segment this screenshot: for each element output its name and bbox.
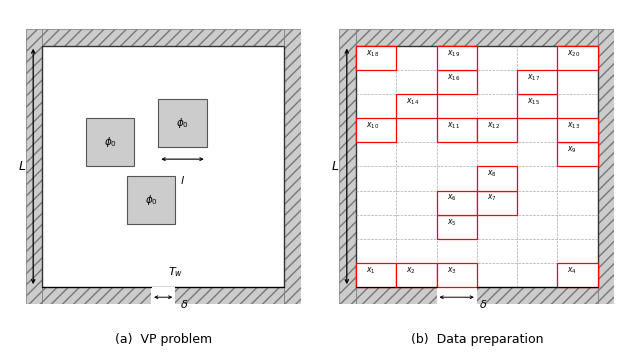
- Bar: [158, 99, 207, 147]
- Bar: [557, 46, 598, 70]
- Text: $x_{16}$: $x_{16}$: [447, 72, 460, 83]
- Bar: [396, 263, 436, 287]
- Bar: [436, 46, 477, 70]
- Bar: [436, 263, 477, 287]
- Bar: [356, 46, 598, 287]
- Text: $x_{13}$: $x_{13}$: [567, 121, 580, 131]
- Text: $x_{17}$: $x_{17}$: [527, 72, 540, 83]
- Bar: [356, 29, 598, 46]
- Text: $\phi_0$: $\phi_0$: [145, 193, 157, 207]
- Bar: [26, 29, 42, 304]
- Bar: [356, 118, 396, 142]
- Text: $\delta$: $\delta$: [479, 298, 488, 310]
- Bar: [477, 166, 517, 190]
- Bar: [42, 46, 284, 287]
- Text: $x_{6}$: $x_{6}$: [447, 193, 456, 204]
- Bar: [517, 70, 557, 94]
- Text: $x_{18}$: $x_{18}$: [366, 48, 380, 59]
- Text: $x_{10}$: $x_{10}$: [366, 121, 380, 131]
- Bar: [86, 118, 134, 166]
- Bar: [151, 287, 175, 304]
- Text: $x_{19}$: $x_{19}$: [447, 48, 460, 59]
- Text: $x_{20}$: $x_{20}$: [567, 48, 580, 59]
- Text: $x_{8}$: $x_{8}$: [487, 169, 497, 179]
- Bar: [436, 118, 477, 142]
- Text: $T_w$: $T_w$: [168, 265, 183, 279]
- Bar: [517, 94, 557, 118]
- Bar: [477, 190, 517, 215]
- Text: $x_{2}$: $x_{2}$: [406, 266, 416, 276]
- Bar: [436, 287, 477, 304]
- Text: (a)  VP problem: (a) VP problem: [115, 333, 212, 346]
- Text: Figure 1. Something layout: Figure 1. Something layout: [244, 341, 396, 350]
- Text: $x_{7}$: $x_{7}$: [487, 193, 497, 204]
- Text: (b)  Data preparation: (b) Data preparation: [410, 333, 543, 346]
- Text: $\phi_0$: $\phi_0$: [104, 135, 116, 149]
- Bar: [396, 94, 436, 118]
- Bar: [557, 142, 598, 166]
- Bar: [284, 29, 301, 304]
- Text: $x_{14}$: $x_{14}$: [406, 96, 420, 107]
- Text: $\delta$: $\delta$: [180, 298, 188, 310]
- Bar: [557, 263, 598, 287]
- Bar: [557, 118, 598, 142]
- Bar: [436, 190, 477, 215]
- Bar: [436, 215, 477, 239]
- Bar: [356, 263, 396, 287]
- Bar: [477, 118, 517, 142]
- Text: $x_{9}$: $x_{9}$: [567, 145, 577, 155]
- Text: $x_{15}$: $x_{15}$: [527, 96, 540, 107]
- Text: $x_{1}$: $x_{1}$: [366, 266, 376, 276]
- Bar: [339, 29, 356, 304]
- Text: $x_{4}$: $x_{4}$: [567, 266, 577, 276]
- Text: $x_{3}$: $x_{3}$: [447, 266, 456, 276]
- Bar: [598, 29, 614, 304]
- Text: $L$: $L$: [332, 160, 340, 173]
- Text: $L$: $L$: [18, 160, 26, 173]
- Bar: [42, 29, 284, 46]
- Bar: [356, 287, 598, 304]
- Text: $x_{5}$: $x_{5}$: [447, 217, 456, 228]
- Bar: [42, 287, 284, 304]
- Bar: [127, 176, 175, 224]
- Text: $l$: $l$: [180, 173, 185, 185]
- Bar: [436, 70, 477, 94]
- Text: $x_{11}$: $x_{11}$: [447, 121, 460, 131]
- Text: $\phi_0$: $\phi_0$: [176, 116, 189, 130]
- Text: $x_{12}$: $x_{12}$: [487, 121, 500, 131]
- Bar: [356, 46, 396, 70]
